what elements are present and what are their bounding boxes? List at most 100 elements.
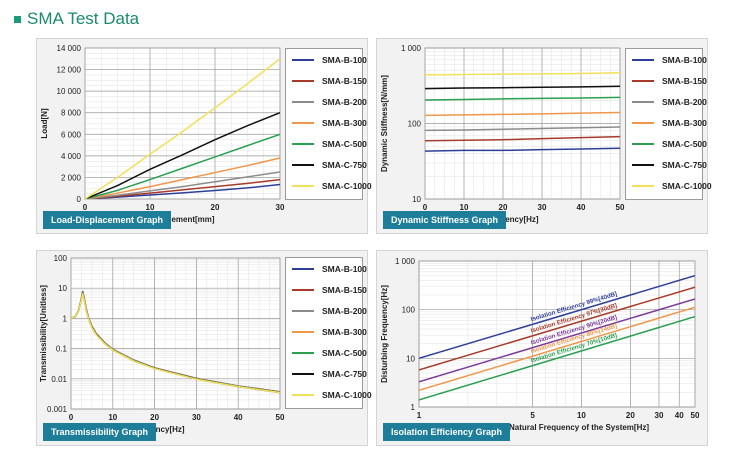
x-tick-label: 30	[192, 413, 201, 422]
series-group	[419, 274, 695, 401]
x-tick-label: 50	[276, 413, 285, 422]
major-grid	[418, 260, 696, 408]
x-tick-label: 30	[538, 203, 547, 212]
legend-swatch	[292, 59, 314, 61]
series-line-sma-b-200	[85, 171, 280, 199]
legend-swatch	[292, 331, 314, 333]
y-tick-label: 0.01	[51, 375, 67, 384]
legend-swatch	[632, 101, 654, 103]
legend-label: SMA-B-300	[662, 118, 707, 128]
series-line-isolation-efficiency-70-10db-	[419, 315, 695, 401]
legend-swatch	[292, 394, 314, 396]
series-line-sma-c-750	[85, 112, 280, 199]
y-tick-label: 0.1	[56, 345, 68, 354]
y-tick-label: 0	[77, 195, 82, 204]
series-line-isolation-efficiency-99-40db-	[419, 274, 695, 360]
legend-label: SMA-B-200	[322, 97, 367, 107]
x-axis-label: Frequency[Hz]	[129, 425, 185, 434]
legend-swatch	[292, 268, 314, 270]
x-tick-label: 30	[276, 203, 285, 212]
y-tick-label: 100	[408, 120, 422, 129]
series-group	[425, 72, 620, 152]
load-displacement-chart: 0 2 000 4 000 6 000 8 000 10 000 12 000 14 000 0…	[40, 44, 285, 224]
minor-grid	[419, 261, 696, 407]
legend-swatch	[632, 122, 654, 124]
major-grid	[70, 257, 281, 410]
y-tick-label: 1 000	[395, 257, 416, 266]
y-axis-label: Disturbing Frequency[Hz]	[380, 285, 389, 383]
legend-item: SMA-B-150	[286, 283, 367, 297]
y-axis-label: Load[N]	[40, 108, 49, 139]
x-tick-label: 10	[577, 411, 586, 420]
x-tick-label: 30	[655, 411, 664, 420]
y-tick-label: 4 000	[61, 152, 82, 161]
y-tick-label: 12 000	[57, 66, 82, 75]
legend-item: SMA-C-750	[626, 158, 707, 172]
legend-item: SMA-B-100	[286, 262, 367, 276]
transmissibility-caption: Transmissibility Graph	[43, 423, 157, 441]
transmissibility-chart: 0.001 0.01 0.1 1 10 100 0 10 20 30 40 50 Frequency[H…	[39, 254, 285, 434]
x-tick-label: 20	[626, 411, 635, 420]
series-line-sma-b-150	[425, 135, 620, 142]
dynamic-stiffness-panel: 10 100 1 000 0 10 20 30 40 50 Frequency[Hz] Dynami…	[376, 38, 712, 234]
legend-swatch	[292, 164, 314, 166]
y-tick-label: 100	[402, 306, 416, 315]
legend-swatch	[632, 59, 654, 61]
page-header: SMA Test Data	[14, 8, 139, 30]
legend-label: SMA-C-500	[322, 348, 367, 358]
legend-item: SMA-C-1000	[626, 179, 712, 193]
legend-swatch	[292, 373, 314, 375]
legend-label: SMA-C-1000	[662, 181, 712, 191]
x-tick-label: 50	[691, 411, 700, 420]
x-tick-label: 10	[146, 203, 155, 212]
legend-label: SMA-C-500	[322, 139, 367, 149]
load-displacement-legend: SMA-B-100 SMA-B-150 SMA-B-200 SMA-B-300 SMA-…	[285, 48, 372, 200]
load-displacement-caption: Load-Displacement Graph	[43, 211, 172, 229]
x-tick-label: 1	[417, 411, 422, 420]
legend-item: SMA-B-200	[626, 95, 707, 109]
series-line-sma-b-200	[425, 126, 620, 132]
legend-swatch	[632, 80, 654, 82]
x-tick-label: 0	[83, 203, 88, 212]
x-tick-label: 40	[577, 203, 586, 212]
legend-label: SMA-C-500	[662, 139, 707, 149]
y-tick-label: 1	[63, 314, 68, 323]
y-tick-label: 10	[406, 354, 415, 363]
title-bullet-icon	[14, 15, 21, 23]
x-tick-label: 50	[616, 203, 625, 212]
y-tick-label: 100	[54, 254, 68, 263]
load-displacement-panel: 0 2 000 4 000 6 000 8 000 10 000 12 000 14 000 0…	[36, 38, 372, 234]
legend-swatch	[292, 122, 314, 124]
x-tick-label: 20	[499, 203, 508, 212]
series-line-sma-c-1000	[85, 58, 280, 199]
y-axis-label: Transmissibility[Unitless]	[39, 285, 48, 382]
legend-item: SMA-B-200	[286, 95, 367, 109]
legend-item: SMA-C-750	[286, 367, 367, 381]
y-tick-label: 1	[411, 403, 416, 412]
legend-item: SMA-B-100	[286, 53, 367, 67]
y-tick-label: 10 000	[57, 87, 82, 96]
y-tick-label: 1 000	[401, 44, 422, 53]
series-line-sma-c-1000	[71, 292, 280, 394]
series-group	[71, 290, 280, 394]
legend-swatch	[292, 185, 314, 187]
series-line-sma-c-1000	[425, 72, 620, 76]
legend-item: SMA-B-150	[286, 74, 367, 88]
page-title: SMA Test Data	[27, 9, 140, 28]
minor-grid	[70, 258, 281, 409]
y-axis-label: Dynamic Stiffness[N/mm]	[380, 75, 389, 172]
legend-item: SMA-C-500	[286, 346, 367, 360]
legend-label: SMA-C-750	[662, 160, 707, 170]
x-tick-label: 20	[150, 413, 159, 422]
legend-label: SMA-C-1000	[322, 181, 372, 191]
x-axis-label: Frequency[Hz]	[483, 215, 539, 224]
series-line-sma-b-300	[85, 157, 280, 199]
isolation-efficiency-panel: 1 10 100 1 000 1 5 10 20 30 40 50 Natural Frequency…	[376, 250, 708, 446]
legend-swatch	[292, 101, 314, 103]
legend-label: SMA-B-100	[322, 55, 367, 65]
y-tick-label: 10	[58, 284, 67, 293]
legend-label: SMA-B-200	[662, 97, 707, 107]
dynamic-stiffness-caption: Dynamic Stiffness Graph	[383, 211, 507, 229]
legend-swatch	[632, 143, 654, 145]
